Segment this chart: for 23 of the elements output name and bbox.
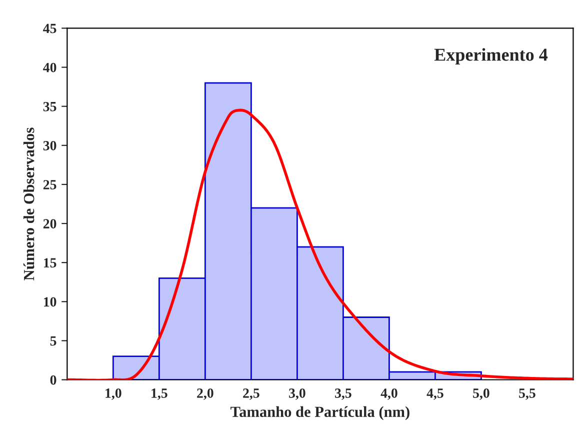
x-tick-label: 5,5 xyxy=(519,388,536,400)
x-tick-label: 1,0 xyxy=(106,388,122,400)
y-tick-label: 0 xyxy=(50,375,56,385)
y-tick-label: 20 xyxy=(43,219,56,228)
annotation: Experimento 4 xyxy=(434,48,548,65)
y-tick-label: 15 xyxy=(44,258,56,268)
y-tick-label: 45 xyxy=(43,24,56,34)
y-tick-label: 10 xyxy=(44,297,56,307)
x-tick-label: 2,5 xyxy=(243,388,260,400)
x-tick-label: 4,5 xyxy=(426,388,444,400)
x-tick-label: 3,5 xyxy=(335,388,352,400)
y-tick-label: 40 xyxy=(43,62,56,72)
y-axis-title: Número de Observados xyxy=(23,128,34,280)
x-tick-label: 1,5 xyxy=(152,388,168,400)
y-tick-label: 30 xyxy=(43,140,56,150)
y-tick-label: 5 xyxy=(50,336,56,346)
x-axis-title: Tamanho de Partícula (nm) xyxy=(230,406,410,420)
y-tick-label: 25 xyxy=(43,180,56,190)
x-tick-label: 3,0 xyxy=(289,388,306,400)
y-tick-label: 35 xyxy=(43,102,56,112)
x-tick-label: 5,0 xyxy=(473,388,490,400)
x-tick-label: 4,0 xyxy=(380,388,398,400)
x-tick-label: 2,0 xyxy=(197,388,214,400)
